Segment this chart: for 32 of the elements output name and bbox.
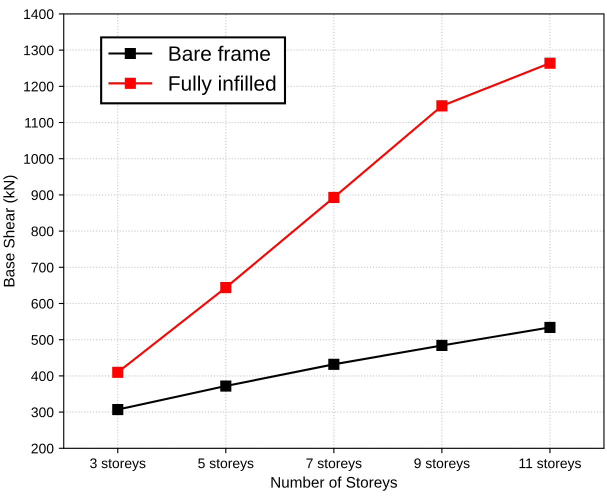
y-tick-label: 1000 bbox=[24, 154, 54, 164]
point bbox=[112, 404, 124, 416]
point bbox=[436, 340, 448, 352]
x-axis-title: Number of Storeys bbox=[271, 476, 397, 491]
x-tick-label: 9 storeys bbox=[414, 458, 470, 471]
y-tick-label: 1100 bbox=[25, 118, 54, 128]
y-tick-label: 300 bbox=[31, 407, 54, 418]
y-tick-label: 700 bbox=[32, 262, 54, 272]
y-tick-label: 1300 bbox=[24, 45, 54, 56]
point bbox=[328, 358, 340, 370]
y-tick-label: 1400 bbox=[24, 9, 54, 20]
y-tick-label: 600 bbox=[32, 298, 54, 309]
x-tick-label: 3 storeys bbox=[90, 458, 146, 471]
x-tick-label: 5 storeys bbox=[198, 458, 254, 471]
point bbox=[112, 366, 124, 378]
legend-label: Bare frame bbox=[170, 46, 270, 61]
point bbox=[436, 100, 448, 112]
point bbox=[544, 322, 556, 333]
x-tick-label: 7 storeys bbox=[306, 458, 362, 471]
legend-label: Fully infilled bbox=[170, 76, 276, 95]
x-tick-label: 11 storeys bbox=[519, 458, 581, 471]
point bbox=[220, 282, 232, 294]
y-tick-label: 200 bbox=[32, 444, 54, 454]
y-tick-label: 900 bbox=[31, 190, 54, 200]
y-axis-title: Base Shear (kN) bbox=[3, 176, 18, 286]
point bbox=[544, 58, 556, 69]
point bbox=[328, 192, 340, 203]
y-tick-label: 800 bbox=[31, 226, 54, 236]
y-tick-label: 400 bbox=[31, 371, 54, 382]
point bbox=[220, 380, 232, 392]
y-tick-label: 1200 bbox=[24, 82, 54, 92]
y-tick-label: 500 bbox=[31, 335, 54, 345]
